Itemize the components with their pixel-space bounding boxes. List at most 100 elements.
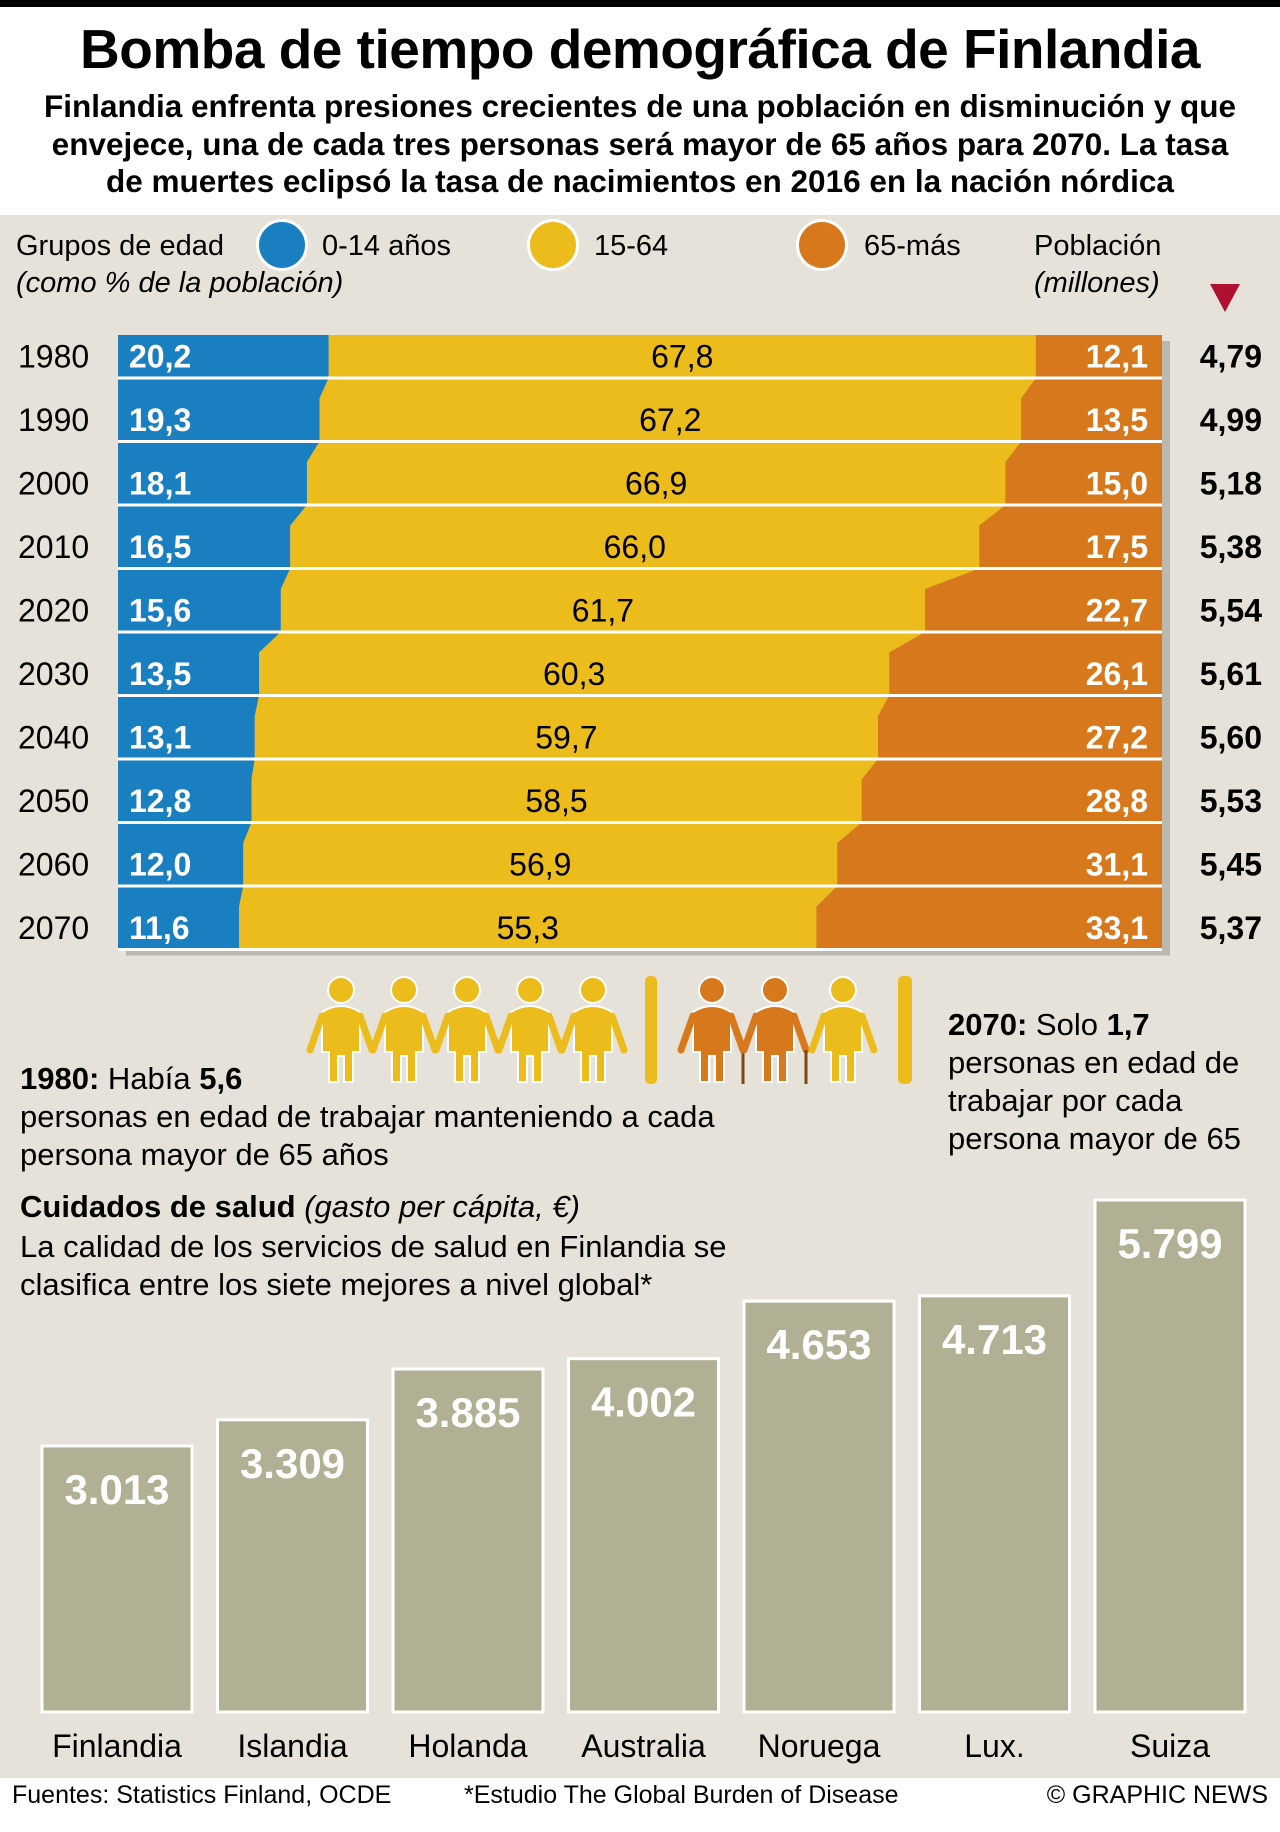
worker-figure-icon bbox=[306, 976, 376, 1083]
bar-0-14 bbox=[118, 525, 291, 569]
legend-group-subtitle: (como % de la población) bbox=[16, 267, 344, 299]
health-value-label: 4.653 bbox=[766, 1321, 871, 1368]
connector-65-mas bbox=[816, 886, 1162, 907]
health-country-label: Australia bbox=[581, 1728, 706, 1764]
note-1980: 1980: Había 5,6 personas en edad de trab… bbox=[20, 1060, 740, 1174]
health-country-label: Lux. bbox=[964, 1728, 1024, 1764]
legend-label-65-mas: 65-más bbox=[864, 230, 961, 262]
year-label: 2060 bbox=[18, 847, 89, 883]
health-value-label: 3.309 bbox=[240, 1440, 345, 1487]
year-label: 2000 bbox=[18, 466, 89, 502]
value-label-15-64: 66,0 bbox=[604, 529, 666, 565]
value-label-0-14: 16,5 bbox=[129, 529, 191, 565]
arm-icon bbox=[740, 1012, 760, 1054]
bar-0-14 bbox=[118, 906, 240, 950]
worker-figure-icon bbox=[495, 976, 565, 1083]
bar-15-64 bbox=[251, 779, 862, 823]
connector-15-64 bbox=[306, 441, 1022, 462]
connector-65-mas bbox=[878, 695, 1162, 716]
health-note: La calidad de los servicios de salud en … bbox=[20, 1229, 727, 1302]
connector-15-64 bbox=[251, 759, 879, 780]
legend-swatch-0-14 bbox=[256, 219, 308, 271]
bar-0-14 bbox=[118, 652, 260, 696]
connector-0-14 bbox=[118, 759, 255, 780]
partial-body-icon bbox=[898, 976, 912, 1084]
connector-0-14 bbox=[118, 378, 329, 399]
value-label-65-mas: 15,0 bbox=[1086, 466, 1148, 502]
note-1980-text: personas en edad de trabajar manteniendo… bbox=[20, 1099, 715, 1172]
health-bar bbox=[567, 1357, 720, 1714]
elderly-figure-icon bbox=[740, 976, 810, 1084]
head-icon bbox=[516, 976, 544, 1004]
footer-study: *Estudio The Global Burden of Disease bbox=[464, 1781, 899, 1809]
worker-figure-icon bbox=[369, 976, 439, 1083]
arm-icon bbox=[306, 1012, 326, 1054]
connector-15-64 bbox=[280, 568, 980, 589]
value-label-0-14: 20,2 bbox=[129, 339, 191, 375]
partial-worker-figure-icon bbox=[645, 976, 657, 1084]
value-label-0-14: 18,1 bbox=[129, 466, 191, 502]
population-label: 4,99 bbox=[1200, 402, 1262, 438]
arm-icon bbox=[545, 1012, 565, 1054]
head-icon bbox=[390, 976, 418, 1004]
value-label-65-mas: 28,8 bbox=[1086, 783, 1148, 819]
bar-15-64 bbox=[239, 906, 817, 950]
health-value-label: 3.013 bbox=[64, 1466, 169, 1513]
health-heading: Cuidados de salud (gasto per cápita, €) bbox=[20, 1188, 780, 1226]
bar-15-64 bbox=[306, 462, 1006, 505]
health-value-label: 5.799 bbox=[1117, 1220, 1222, 1267]
population-label: 5,60 bbox=[1200, 720, 1262, 756]
legend-group-title: Grupos de edad bbox=[16, 230, 224, 262]
arm-icon bbox=[677, 1012, 697, 1054]
connector-0-14 bbox=[118, 441, 320, 462]
value-label-0-14: 13,5 bbox=[129, 656, 191, 692]
population-label: 4,79 bbox=[1200, 339, 1262, 375]
connector-0-14 bbox=[118, 505, 307, 526]
health-title: Cuidados de salud bbox=[20, 1189, 296, 1224]
bar-0-14 bbox=[118, 335, 329, 378]
arm-icon bbox=[356, 1012, 376, 1054]
bar-0-14 bbox=[118, 779, 252, 823]
body-icon bbox=[573, 1005, 613, 1083]
value-label-65-mas: 33,1 bbox=[1086, 910, 1148, 946]
worker-figure-icon bbox=[558, 976, 628, 1083]
bar-0-14 bbox=[118, 398, 320, 442]
connector-15-64 bbox=[259, 632, 926, 653]
health-country-label: Noruega bbox=[758, 1728, 881, 1764]
body-icon bbox=[692, 1005, 732, 1083]
head-icon bbox=[327, 976, 355, 1004]
bar-15-64 bbox=[254, 716, 879, 759]
bar-65-mas bbox=[979, 525, 1162, 569]
year-label: 2020 bbox=[18, 593, 89, 629]
arm-icon bbox=[432, 1012, 452, 1054]
page-title: Bomba de tiempo demográfica de Finlandia bbox=[80, 18, 1200, 80]
bar-0-14 bbox=[118, 589, 281, 632]
health-title-note: (gasto per cápita, €) bbox=[304, 1189, 580, 1224]
body-icon bbox=[755, 1005, 795, 1083]
connector-0-14 bbox=[118, 568, 291, 589]
year-label: 2050 bbox=[18, 783, 89, 819]
legend-swatch-15-64 bbox=[527, 219, 579, 271]
decline-arrow-icon bbox=[1210, 284, 1240, 312]
value-label-0-14: 12,0 bbox=[129, 847, 191, 883]
worker-figure-icon bbox=[432, 976, 502, 1083]
note-2070-number: 1,7 bbox=[1106, 1007, 1150, 1042]
bar-15-64 bbox=[259, 652, 890, 696]
arm-icon bbox=[482, 1012, 502, 1054]
year-label: 1980 bbox=[18, 339, 89, 375]
value-label-15-64: 66,9 bbox=[625, 466, 687, 502]
connector-65-mas bbox=[925, 568, 1162, 589]
value-label-0-14: 15,6 bbox=[129, 593, 191, 629]
connector-65-mas bbox=[1005, 441, 1162, 462]
legend-label-0-14: 0-14 años bbox=[322, 230, 451, 262]
head-icon bbox=[829, 976, 857, 1004]
health-bar bbox=[391, 1367, 545, 1714]
health-country-label: Suiza bbox=[1130, 1728, 1210, 1764]
value-label-0-14: 13,1 bbox=[129, 720, 191, 756]
value-label-0-14: 12,8 bbox=[129, 783, 191, 819]
bar-65-mas bbox=[925, 589, 1162, 632]
value-label-15-64: 67,2 bbox=[639, 402, 701, 438]
connector-65-mas bbox=[889, 632, 1162, 653]
elderly-figure-icon bbox=[677, 976, 747, 1084]
